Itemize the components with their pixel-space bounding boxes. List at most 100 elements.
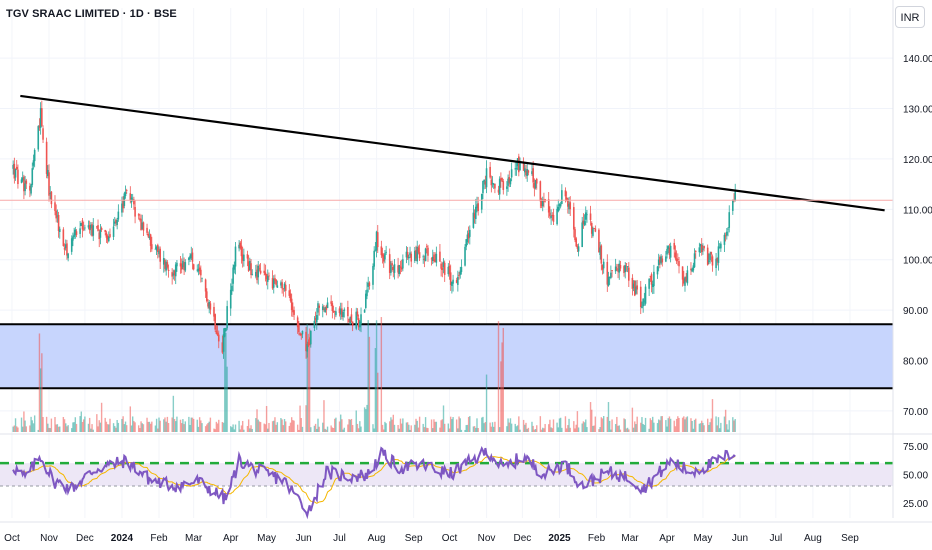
volume-bar (166, 416, 169, 432)
volume-bar (599, 427, 601, 432)
volume-bar (179, 419, 182, 432)
candle-body (673, 242, 676, 250)
volume-bar (548, 424, 550, 432)
candle-body (414, 250, 416, 261)
volume-bar (702, 422, 704, 432)
volume-bar (263, 423, 265, 432)
support-zone-fill (0, 324, 893, 389)
volume-bar (624, 419, 626, 432)
candle-body (368, 282, 371, 287)
volume-bar (389, 421, 391, 432)
candle-body (142, 222, 145, 231)
price-tick-label: 110.00 (903, 205, 932, 216)
volume-bar (82, 419, 85, 432)
volume-bar (240, 425, 243, 432)
candle-body (216, 332, 219, 336)
volume-bar (552, 419, 555, 432)
candle-body (57, 214, 60, 231)
volume-bar (109, 418, 111, 432)
candle-body (147, 233, 150, 237)
volume-bar (207, 422, 209, 432)
volume-bar (72, 422, 74, 432)
candle-body (608, 277, 611, 278)
candle-body (593, 228, 595, 229)
candle-body (382, 255, 385, 262)
volume-bar (367, 320, 369, 432)
volume-bar (551, 428, 553, 432)
volume-bar (190, 417, 192, 432)
candle-body (92, 225, 95, 236)
candle-body (14, 168, 17, 178)
candle-body (284, 284, 287, 291)
volume-bar (91, 424, 93, 432)
candle-body (335, 311, 337, 316)
volume-bar (423, 427, 426, 432)
volume-bar (568, 418, 570, 432)
candle-body (198, 267, 201, 272)
candle-body (191, 252, 194, 262)
volume-bar (489, 422, 491, 432)
candle-body (192, 264, 195, 270)
volume-bar (318, 426, 320, 432)
volume-bar (273, 420, 275, 432)
volume-bar (585, 419, 587, 432)
volume-bar (108, 424, 110, 432)
candle-body (693, 253, 696, 268)
candle-body (601, 265, 604, 270)
candle-body (568, 203, 570, 210)
volume-bar (74, 417, 77, 432)
candle-body (727, 228, 729, 230)
volume-bar (374, 348, 377, 432)
volume-bar (165, 421, 167, 432)
volume-bar (577, 427, 580, 432)
candle-body (734, 191, 737, 201)
currency-button[interactable]: INR (895, 6, 925, 28)
volume-bar (363, 407, 366, 432)
candle-body (706, 247, 709, 265)
candle-body (341, 308, 343, 317)
volume-bar (25, 426, 27, 432)
candle-body (182, 260, 184, 268)
candle-body (240, 245, 243, 257)
volume-bar (56, 424, 59, 432)
candle-body (423, 258, 426, 261)
candle-body (290, 298, 293, 310)
volume-bar (643, 424, 646, 432)
candle-body (541, 199, 544, 207)
volume-bar (484, 422, 487, 432)
candle-body (616, 268, 618, 270)
candle-body (55, 210, 57, 219)
candle-body (208, 302, 211, 309)
volume-bar (38, 333, 41, 432)
candle-body (376, 232, 379, 248)
volume-bar (393, 424, 396, 432)
volume-bar (441, 419, 444, 432)
volume-bar (416, 420, 418, 432)
volume-bar (159, 420, 161, 432)
volume-bar (433, 419, 435, 432)
volume-bar (707, 418, 709, 432)
candle-body (54, 202, 56, 211)
volume-bar (509, 418, 512, 432)
candle-body (231, 285, 233, 292)
candle-body (349, 316, 352, 325)
price-tick-label: 80.00 (903, 356, 928, 367)
volume-bar (581, 423, 583, 432)
volume-bar (213, 428, 215, 432)
candle-body (96, 226, 98, 228)
volume-bar (99, 422, 102, 432)
time-tick-label: Jun (732, 533, 748, 544)
candle-body (500, 178, 502, 180)
candle-body (583, 221, 586, 225)
volume-bar (92, 429, 94, 432)
candle-body (657, 259, 660, 265)
candle-body (29, 185, 31, 191)
candle-body (124, 192, 127, 197)
candle-body (375, 231, 378, 251)
volume-bar (191, 417, 194, 432)
candle-body (246, 254, 249, 259)
volume-bar (341, 419, 343, 432)
candle-body (256, 269, 258, 281)
candle-body (433, 254, 435, 261)
